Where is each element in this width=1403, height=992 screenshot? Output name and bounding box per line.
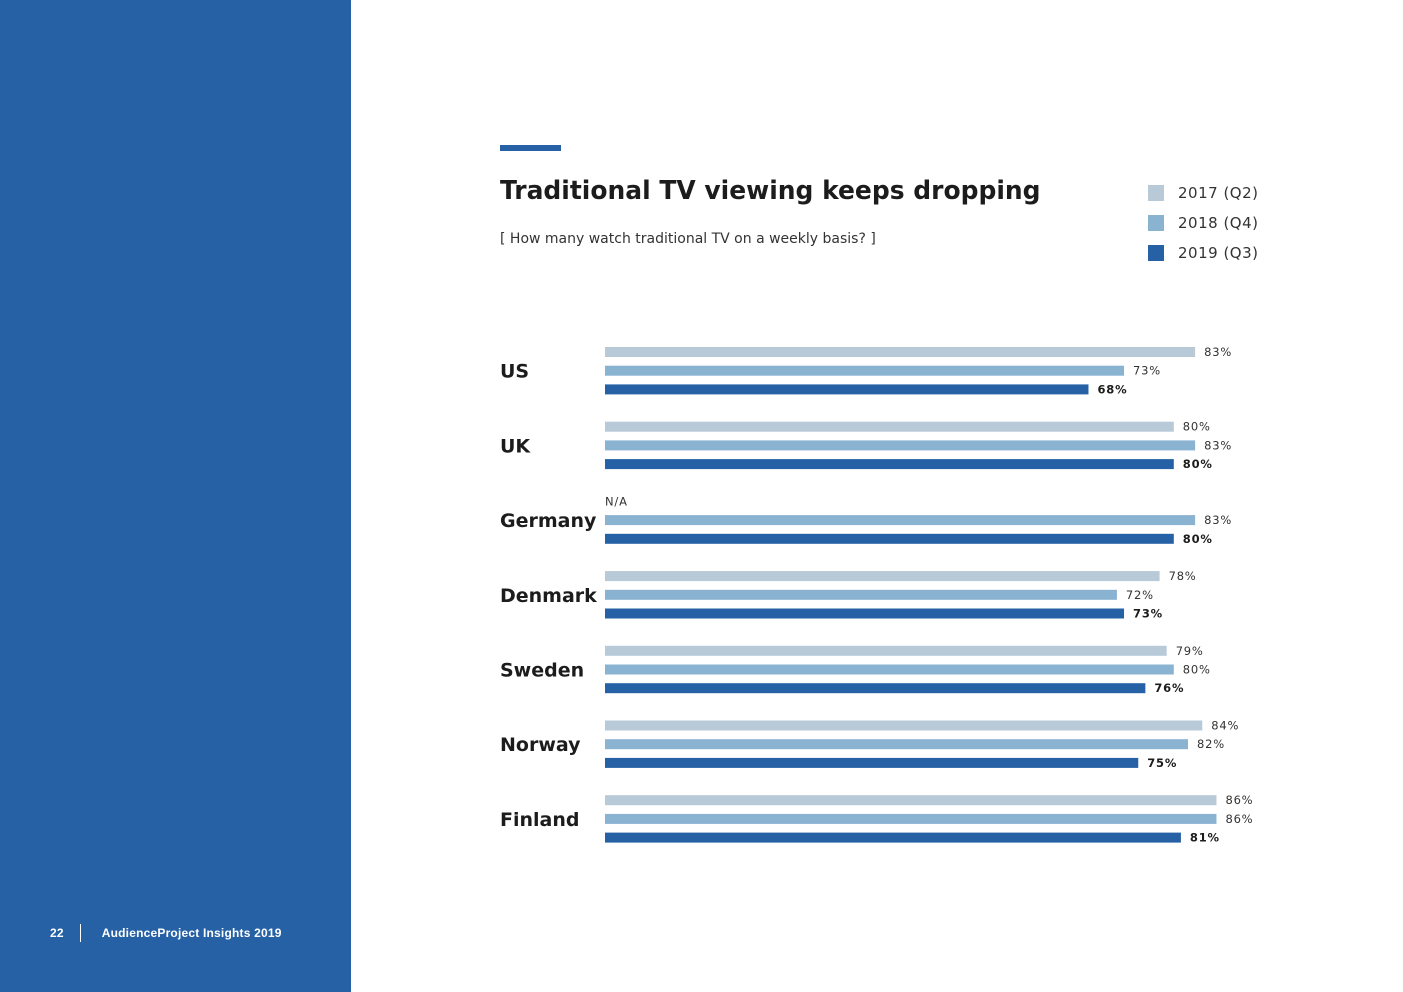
value-label-denmark-2017: 78% — [1169, 569, 1197, 583]
category-label-denmark: Denmark — [500, 585, 597, 607]
value-label-norway-2019: 75% — [1147, 756, 1177, 770]
bar-group-norway: Norway 84% 82% 75% — [500, 719, 1239, 770]
legend-label-2019: 2019 (Q3) — [1178, 244, 1259, 262]
bar-group-sweden: Sweden 79% 80% 76% — [500, 644, 1211, 695]
chart-subtitle: [ How many watch traditional TV on a wee… — [500, 231, 876, 247]
bar-group-us: US 83% 73% 68% — [500, 345, 1232, 396]
value-label-us-2019: 68% — [1097, 382, 1127, 396]
bar-finland-2017 — [605, 795, 1217, 806]
bar-germany-2018 — [605, 515, 1196, 526]
bar-germany-2019 — [605, 533, 1174, 544]
category-label-germany: Germany — [500, 510, 597, 532]
value-label-us-2017: 83% — [1204, 345, 1232, 359]
value-label-norway-2017: 84% — [1211, 719, 1239, 733]
bar-denmark-2017 — [605, 571, 1160, 582]
bar-uk-2018 — [605, 440, 1196, 451]
value-label-us-2018: 73% — [1133, 364, 1161, 378]
value-label-sweden-2018: 80% — [1183, 663, 1211, 677]
bar-sweden-2018 — [605, 664, 1174, 675]
value-label-finland-2018: 86% — [1225, 812, 1253, 826]
page-number: 22 — [50, 926, 64, 940]
bar-norway-2018 — [605, 739, 1189, 750]
bar-uk-2017 — [605, 421, 1174, 432]
value-label-germany-2018: 83% — [1204, 513, 1232, 527]
legend-item-2018: 2018 (Q4) — [1148, 208, 1259, 238]
legend-item-2017: 2017 (Q2) — [1148, 178, 1259, 208]
value-label-sweden-2019: 76% — [1154, 681, 1184, 695]
category-label-sweden: Sweden — [500, 660, 584, 682]
value-label-uk-2017: 80% — [1183, 420, 1211, 434]
value-label-germany-2019: 80% — [1183, 532, 1213, 546]
publication-name: AudienceProject Insights 2019 — [101, 926, 282, 940]
bar-us-2017 — [605, 347, 1196, 357]
bar-denmark-2018 — [605, 589, 1117, 600]
value-label-denmark-2018: 72% — [1126, 588, 1154, 602]
chart-legend: 2017 (Q2) 2018 (Q4) 2019 (Q3) — [1148, 178, 1259, 268]
title-accent-bar — [500, 145, 561, 151]
bar-group-germany: Germany N/A 83% 80% — [500, 494, 1232, 546]
bar-group-uk: UK 80% 83% 80% — [500, 420, 1232, 471]
bar-norway-2017 — [605, 720, 1203, 731]
category-label-norway: Norway — [500, 734, 581, 756]
value-label-germany-2017: N/A — [605, 494, 628, 508]
bar-uk-2019 — [605, 459, 1174, 470]
legend-swatch-2018 — [1148, 215, 1164, 231]
value-label-denmark-2019: 73% — [1133, 607, 1163, 621]
bar-finland-2019 — [605, 832, 1181, 843]
bar-norway-2019 — [605, 757, 1139, 768]
bar-group-finland: Finland 86% 86% 81% — [500, 793, 1253, 844]
bar-us-2018 — [605, 365, 1125, 376]
footer-divider — [79, 924, 81, 942]
value-label-finland-2017: 86% — [1225, 793, 1253, 807]
bar-sweden-2019 — [605, 683, 1146, 694]
bar-group-denmark: Denmark 78% 72% 73% — [500, 569, 1197, 621]
legend-label-2018: 2018 (Q4) — [1178, 214, 1259, 232]
value-label-uk-2019: 80% — [1183, 457, 1213, 471]
legend-swatch-2017 — [1148, 185, 1164, 201]
legend-swatch-2019 — [1148, 245, 1164, 261]
legend-label-2017: 2017 (Q2) — [1178, 184, 1259, 202]
value-label-norway-2018: 82% — [1197, 737, 1225, 751]
legend-item-2019: 2019 (Q3) — [1148, 238, 1259, 268]
value-label-sweden-2017: 79% — [1176, 644, 1204, 658]
category-label-us: US — [500, 361, 529, 383]
page-footer: 22 AudienceProject Insights 2019 — [50, 924, 282, 942]
value-label-finland-2019: 81% — [1190, 831, 1220, 845]
category-label-uk: UK — [500, 435, 531, 457]
sidebar-panel: 22 AudienceProject Insights 2019 — [0, 0, 351, 992]
value-label-uk-2018: 83% — [1204, 438, 1232, 452]
bar-denmark-2019 — [605, 608, 1125, 619]
category-label-finland: Finland — [500, 809, 579, 831]
bar-finland-2018 — [605, 813, 1217, 824]
chart-title: Traditional TV viewing keeps dropping — [500, 176, 1041, 206]
bar-sweden-2017 — [605, 645, 1167, 656]
bar-us-2019 — [605, 384, 1089, 395]
